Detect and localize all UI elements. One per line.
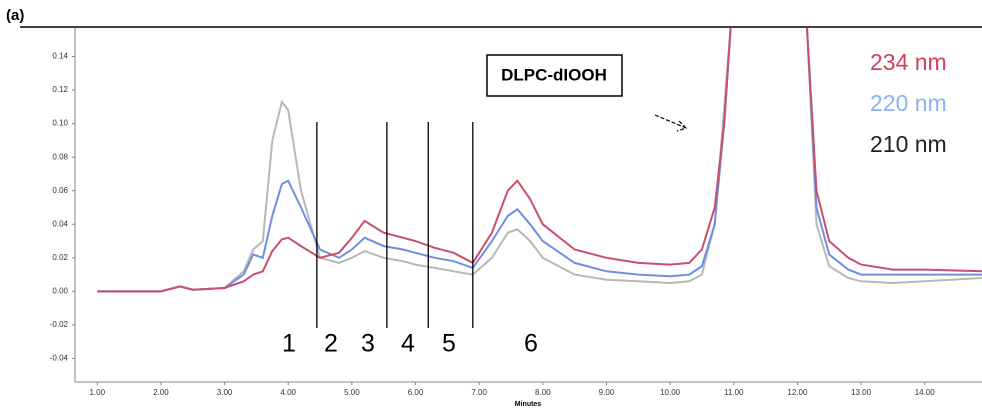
x-tick-label: 8.00 (535, 388, 551, 397)
y-tick-label: -0.04 (50, 354, 69, 363)
x-tick-label: 13.00 (851, 388, 872, 397)
region-label: 2 (324, 330, 338, 358)
region-label: 6 (524, 330, 538, 358)
annotation-box (486, 54, 623, 97)
x-tick-label: 3.00 (217, 388, 233, 397)
y-tick-label: 0.04 (52, 219, 68, 228)
region-label: 3 (361, 330, 375, 358)
x-axis-title: Minutes (515, 401, 542, 408)
panel-label: (a) (6, 7, 24, 24)
x-tick-label: 1.00 (89, 388, 105, 397)
y-tick-label: 0.08 (52, 152, 68, 161)
y-tick-label: 0.06 (52, 186, 68, 195)
x-tick-label: 2.00 (153, 388, 169, 397)
region-label: 5 (442, 330, 456, 358)
y-tick-label: 0.02 (52, 253, 68, 262)
series-line (97, 28, 982, 293)
series-line (97, 28, 982, 293)
annotation-arrow (654, 114, 688, 132)
x-tick-label: 9.00 (599, 388, 615, 397)
y-tick-label: 0.00 (52, 287, 68, 296)
x-tick-label: 11.00 (724, 388, 744, 397)
x-tick-label: 12.00 (787, 388, 808, 397)
x-tick-label: 5.00 (344, 388, 360, 397)
annotation: DLPC-dIOOH (501, 65, 607, 84)
x-tick-label: 7.00 (471, 388, 487, 397)
legend-entry: 210 nm (870, 131, 947, 157)
x-tick-label: 4.00 (280, 388, 296, 397)
x-tick-label: 6.00 (408, 388, 424, 397)
legend-entry: 234 nm (870, 49, 947, 75)
y-tick-label: 0.14 (52, 52, 68, 61)
y-tick-label: -0.02 (50, 320, 69, 329)
legend-entry: 220 nm (870, 90, 947, 116)
region-label: 4 (401, 330, 415, 358)
y-tick-label: 0.10 (52, 119, 68, 128)
x-tick-label: 14.00 (915, 388, 936, 397)
series-line (97, 28, 982, 293)
y-tick-label: 0.12 (52, 85, 68, 94)
x-tick-label: 10.00 (660, 388, 681, 397)
region-label: 1 (282, 330, 296, 358)
